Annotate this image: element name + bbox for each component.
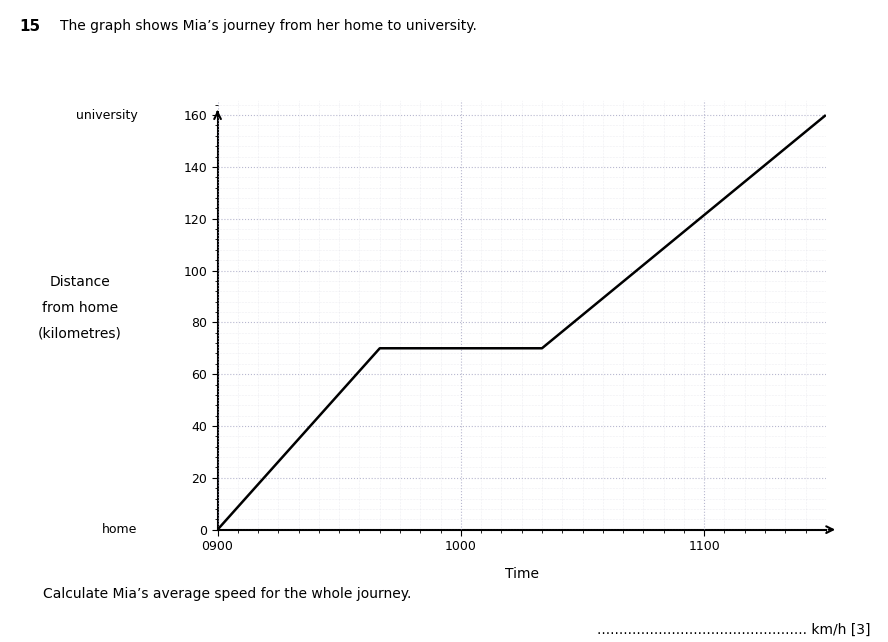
Text: from home: from home — [42, 301, 118, 315]
Text: ................................................ km/h [3]: ........................................… — [597, 623, 870, 637]
Text: 15: 15 — [20, 19, 41, 34]
Text: university: university — [75, 108, 138, 121]
Text: The graph shows Mia’s journey from her home to university.: The graph shows Mia’s journey from her h… — [60, 19, 477, 33]
Text: Distance: Distance — [50, 275, 110, 290]
Text: Calculate Mia’s average speed for the whole journey.: Calculate Mia’s average speed for the wh… — [43, 587, 411, 602]
Text: home: home — [102, 523, 138, 536]
X-axis label: Time: Time — [504, 567, 539, 581]
Text: (kilometres): (kilometres) — [38, 327, 122, 341]
